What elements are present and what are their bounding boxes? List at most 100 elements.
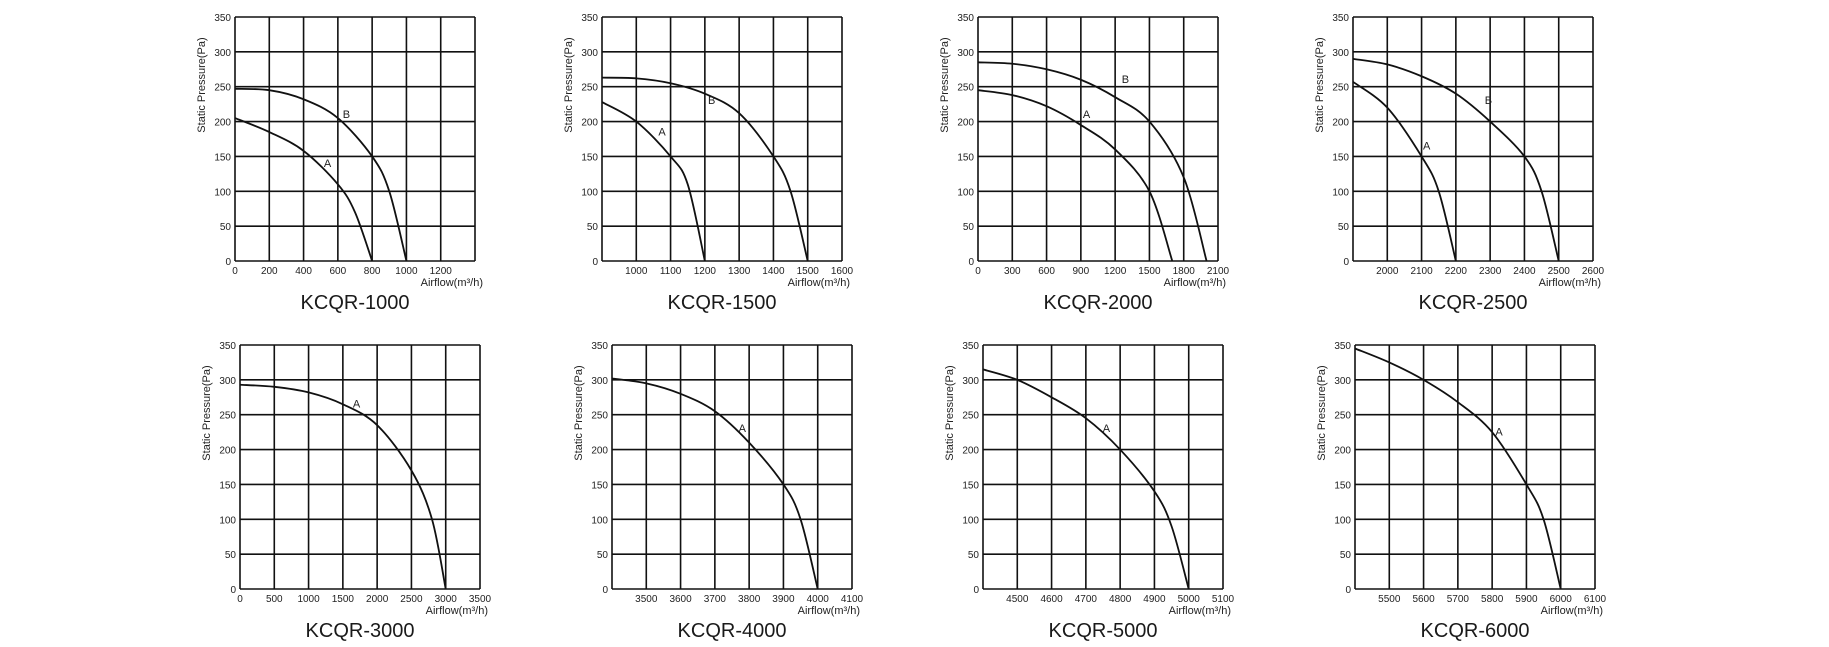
x-tick-label: 2000 [1376, 266, 1399, 277]
x-axis-label: Airflow(m³/h) [1541, 605, 1603, 617]
x-tick-label: 1300 [728, 266, 751, 277]
x-axis-label: Airflow(m³/h) [798, 605, 860, 617]
x-tick-label: 500 [266, 594, 283, 605]
y-tick-label: 0 [1343, 257, 1349, 268]
y-tick-label: 200 [219, 446, 236, 457]
y-tick-label: 350 [214, 13, 231, 24]
x-tick-label: 3700 [704, 594, 727, 605]
y-axis-label: Static Pressure(Pa) [1314, 37, 1326, 132]
x-tick-label: 1800 [1173, 266, 1196, 277]
chart-title: KCQR-3000 [306, 620, 415, 642]
y-tick-label: 350 [957, 13, 974, 24]
x-tick-label: 5900 [1515, 594, 1538, 605]
chart-4: 0 50 100 150 200 250 300 350 2000 2100 2200 2300 240… [1314, 13, 1605, 314]
chart-title: KCQR-2500 [1419, 292, 1528, 314]
x-axis-label: Airflow(m³/h) [426, 605, 488, 617]
y-tick-label: 350 [219, 341, 236, 352]
y-tick-label: 250 [957, 83, 974, 94]
x-tick-label: 1200 [694, 266, 717, 277]
y-axis-label: Static Pressure(Pa) [196, 37, 208, 132]
x-tick-label: 4100 [841, 594, 864, 605]
x-tick-label: 3800 [738, 594, 761, 605]
x-tick-label: 2100 [1410, 266, 1433, 277]
curve-label-a: A [324, 158, 332, 170]
x-tick-label: 1600 [831, 266, 854, 277]
x-tick-label: 4800 [1109, 594, 1132, 605]
y-axis-label: Static Pressure(Pa) [939, 37, 951, 132]
series-curve-b [601, 76, 809, 262]
x-tick-label: 0 [232, 266, 238, 277]
x-tick-label: 2600 [1582, 266, 1605, 277]
y-tick-label: 300 [1334, 376, 1351, 387]
y-tick-label: 200 [962, 446, 979, 457]
y-tick-label: 350 [962, 341, 979, 352]
x-tick-label: 1500 [332, 594, 355, 605]
y-tick-label: 300 [214, 48, 231, 59]
y-tick-label: 200 [1332, 118, 1349, 129]
x-tick-label: 5100 [1212, 594, 1235, 605]
y-tick-label: 50 [963, 222, 975, 233]
y-tick-label: 100 [214, 187, 231, 198]
x-tick-label: 4500 [1006, 594, 1029, 605]
y-tick-label: 50 [1338, 222, 1350, 233]
x-tick-label: 400 [295, 266, 312, 277]
x-axis-label: Airflow(m³/h) [788, 277, 850, 289]
y-tick-label: 300 [581, 48, 598, 59]
series-curve-a [601, 101, 706, 262]
y-tick-label: 250 [1334, 411, 1351, 422]
y-tick-label: 50 [597, 550, 609, 561]
y-tick-label: 150 [214, 152, 231, 163]
x-tick-label: 1500 [797, 266, 820, 277]
x-tick-label: 600 [330, 266, 347, 277]
y-tick-label: 50 [587, 222, 599, 233]
x-axis-label: Airflow(m³/h) [1539, 277, 1601, 289]
y-tick-label: 0 [973, 585, 979, 596]
curve-label-b: B [1122, 74, 1129, 86]
chart-title: KCQR-1000 [301, 292, 410, 314]
x-tick-label: 1000 [297, 594, 320, 605]
y-tick-label: 200 [957, 118, 974, 129]
y-tick-label: 300 [219, 376, 236, 387]
y-axis-label: Static Pressure(Pa) [201, 365, 213, 460]
curve-label-b: B [343, 109, 350, 121]
x-tick-label: 4700 [1075, 594, 1098, 605]
series-curve-a [1354, 347, 1562, 590]
curve-label-a: A [1495, 427, 1503, 439]
series-curve-a [1352, 81, 1457, 262]
y-tick-label: 0 [230, 585, 236, 596]
x-tick-label: 0 [975, 266, 981, 277]
curve-label-a: A [1423, 140, 1431, 152]
y-tick-label: 350 [581, 13, 598, 24]
chart-8: 0 50 100 150 200 250 300 350 5500 5600 5700 5800 590… [1316, 341, 1607, 642]
x-tick-label: 600 [1038, 266, 1055, 277]
x-tick-label: 6000 [1550, 594, 1573, 605]
series-curve-b [234, 87, 408, 262]
y-tick-label: 150 [962, 480, 979, 491]
y-tick-label: 250 [591, 411, 608, 422]
y-tick-label: 100 [1332, 187, 1349, 198]
series-curve-a [239, 383, 447, 590]
y-tick-label: 150 [219, 480, 236, 491]
x-tick-label: 1500 [1138, 266, 1161, 277]
curve-label-a: A [353, 399, 361, 411]
x-tick-label: 2200 [1445, 266, 1468, 277]
y-tick-label: 250 [962, 411, 979, 422]
chart-title: KCQR-1500 [668, 292, 777, 314]
x-axis-label: Airflow(m³/h) [1169, 605, 1231, 617]
chart-6: 0 50 100 150 200 250 300 350 3500 3600 3700 3800 390… [573, 341, 864, 642]
curve-label-a: A [658, 127, 666, 139]
series-curve-b [977, 61, 1208, 262]
series-curve-b [1352, 57, 1560, 262]
y-tick-label: 300 [1332, 48, 1349, 59]
y-axis-label: Static Pressure(Pa) [1316, 365, 1328, 460]
y-tick-label: 50 [1340, 550, 1352, 561]
y-axis-label: Static Pressure(Pa) [573, 365, 585, 460]
y-tick-label: 200 [591, 446, 608, 457]
y-tick-label: 100 [1334, 515, 1351, 526]
x-tick-label: 5600 [1412, 594, 1435, 605]
y-tick-label: 0 [968, 257, 974, 268]
y-tick-label: 350 [1334, 341, 1351, 352]
x-tick-label: 5800 [1481, 594, 1504, 605]
y-axis-label: Static Pressure(Pa) [563, 37, 575, 132]
